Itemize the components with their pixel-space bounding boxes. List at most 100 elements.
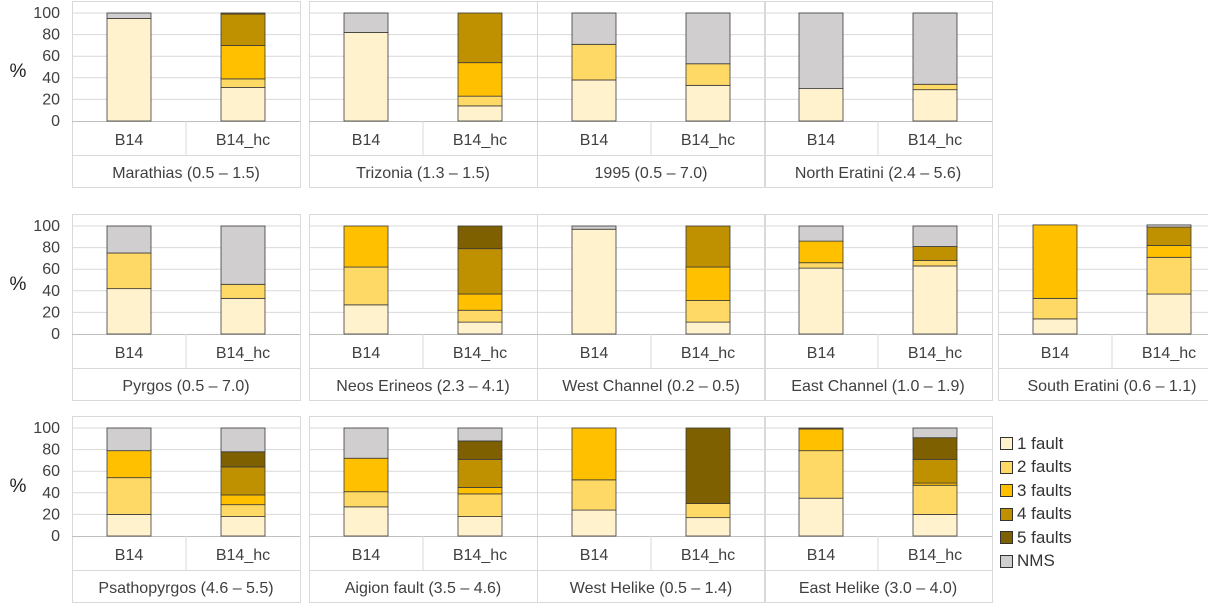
legend-swatch [1000, 484, 1013, 497]
y-tick-label: 80 [42, 27, 60, 44]
legend-label: 3 faults [1017, 481, 1072, 501]
bar-segment [458, 517, 502, 536]
bar-segment [913, 261, 957, 266]
bar-segment [572, 13, 616, 44]
y-tick-label: 40 [42, 485, 60, 502]
category-label: B14_hc [216, 132, 270, 149]
bar-segment [1147, 225, 1191, 227]
legend-item: 5 faults [1000, 526, 1072, 550]
bar-segment [686, 504, 730, 518]
bar-segment [221, 284, 265, 298]
panel-title: East Channel (1.0 – 1.9) [791, 378, 964, 395]
category-label: B14_hc [908, 345, 962, 362]
panel-title: Psathopyrgos (4.6 – 5.5) [98, 580, 273, 597]
panel-title: Trizonia (1.3 – 1.5) [356, 165, 490, 182]
bar-segment [686, 13, 730, 64]
category-label: B14 [807, 345, 836, 362]
category-label: B14_hc [681, 132, 735, 149]
bar-segment [344, 428, 388, 458]
panel-title: Pyrgos (0.5 – 7.0) [122, 378, 249, 395]
bar-segment [221, 298, 265, 334]
y-tick-label: 0 [51, 528, 60, 545]
panel-title: South Eratini (0.6 – 1.1) [1028, 378, 1197, 395]
bar-segment [221, 452, 265, 467]
bar-segment [344, 32, 388, 121]
bar-segment [913, 438, 957, 460]
bar-segment [913, 13, 957, 84]
bar-segment [458, 494, 502, 517]
panel-title: West Helike (0.5 – 1.4) [570, 580, 732, 597]
category-label: B14 [580, 547, 609, 564]
bar-segment [458, 441, 502, 459]
bar-segment [913, 266, 957, 334]
bar-segment [344, 507, 388, 536]
category-label: B14 [115, 132, 144, 149]
bar-segment [913, 226, 957, 247]
bar-segment [107, 514, 151, 536]
legend-swatch [1000, 531, 1013, 544]
bar-segment [1147, 227, 1191, 245]
bar-segment [1147, 245, 1191, 257]
y-tick-label: 20 [42, 506, 60, 523]
bar-segment [686, 85, 730, 121]
bar-segment [913, 247, 957, 261]
bar-segment [458, 310, 502, 322]
bar-segment [799, 263, 843, 268]
category-label: B14 [580, 132, 609, 149]
bar-segment [344, 458, 388, 491]
bar-segment [686, 226, 730, 267]
bar-segment [344, 226, 388, 267]
bar-segment [107, 289, 151, 334]
bar-segment [458, 459, 502, 487]
category-label: B14_hc [681, 345, 735, 362]
category-label: B14 [115, 345, 144, 362]
category-label: B14_hc [681, 547, 735, 564]
category-label: B14 [807, 547, 836, 564]
bar-segment [221, 45, 265, 78]
bar-segment [107, 253, 151, 289]
legend-label: 4 faults [1017, 504, 1072, 524]
panel-title: 1995 (0.5 – 7.0) [595, 165, 708, 182]
y-tick-label: 80 [42, 240, 60, 257]
bar-segment [913, 459, 957, 483]
y-tick-label: 60 [42, 261, 60, 278]
legend-item: 4 faults [1000, 503, 1072, 527]
bar-segment [799, 226, 843, 241]
category-label: B14 [115, 547, 144, 564]
bar-segment [799, 498, 843, 536]
y-tick-label: 0 [51, 326, 60, 343]
bar-segment [799, 241, 843, 263]
bar-segment [221, 517, 265, 536]
category-label: B14_hc [908, 132, 962, 149]
bar-segment [572, 480, 616, 510]
y-tick-label: 20 [42, 304, 60, 321]
bar-segment [458, 226, 502, 249]
legend-item: 1 fault [1000, 432, 1072, 456]
y-tick-label: 100 [33, 420, 60, 437]
bar-segment [221, 14, 265, 45]
bar-segment [799, 429, 843, 451]
y-axis-label: % [10, 274, 27, 295]
bar-segment [107, 18, 151, 121]
y-tick-label: 60 [42, 48, 60, 65]
y-tick-label: 60 [42, 463, 60, 480]
bar-segment [344, 13, 388, 32]
bar-segment [107, 226, 151, 253]
bar-segment [107, 451, 151, 478]
bar-segment [458, 249, 502, 294]
y-tick-label: 100 [33, 218, 60, 235]
bar-segment [686, 518, 730, 536]
legend-swatch [1000, 555, 1013, 568]
bar-segment [913, 90, 957, 121]
chart-panel: B14 B14_hc 1995 (0.5 – 7.0) [537, 2, 766, 188]
bar-segment [107, 13, 151, 18]
panel-title: North Eratini (2.4 – 5.6) [795, 165, 961, 182]
y-tick-label: 40 [42, 70, 60, 87]
bar-segment [458, 63, 502, 96]
bar-segment [221, 495, 265, 505]
